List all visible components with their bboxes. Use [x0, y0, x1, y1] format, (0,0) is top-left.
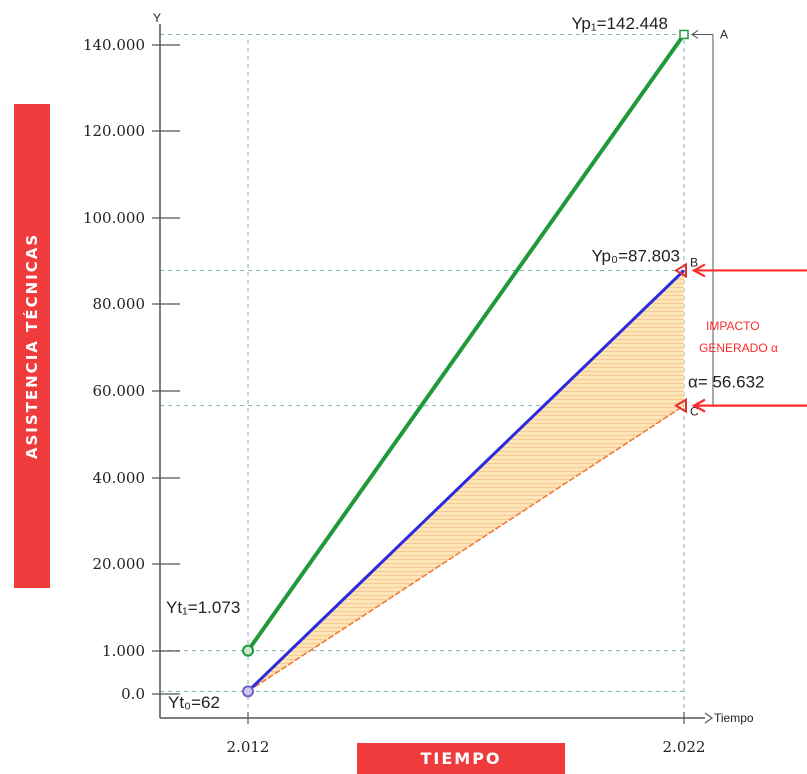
bracket-top-arrowhead [691, 30, 699, 39]
y-tick-label: 60.000 [93, 382, 146, 400]
label-alpha: α= 56.632 [688, 373, 764, 392]
series-line-yp0 [246, 269, 686, 693]
y-tick-label: 80.000 [93, 295, 146, 313]
y-tick-label: 100.000 [83, 209, 145, 227]
label-yt1: Yt₁=1.073 [166, 598, 240, 617]
point-yp0 [674, 262, 687, 279]
point-yp1 [679, 29, 689, 40]
marker-a: A [720, 27, 728, 41]
y-tick-label: 1.000 [102, 642, 145, 660]
y-tick-label: 40.000 [93, 469, 146, 487]
x-axis-name: Tiempo [714, 711, 754, 725]
y-tick-label: 120.000 [83, 122, 145, 140]
marker-c: C [690, 405, 699, 419]
y-axis-letter: Y [153, 11, 161, 25]
y-axis-label-box: ASISTENCIA TÉCNICAS [14, 104, 50, 588]
y-tick-label: 140.000 [83, 36, 145, 54]
label-yt0: Yt₀=62 [168, 693, 220, 712]
label-yp1: Yp₁=142.448 [571, 14, 668, 33]
marker-b: B [690, 255, 698, 269]
point-yt0 [242, 685, 254, 698]
series-line-alpha [247, 404, 685, 693]
x-axis-arrow [704, 712, 714, 724]
series-line-yp1 [246, 33, 686, 652]
x-axis-label-box: TIEMPO [357, 743, 565, 774]
label-impact-line2: GENERADO α [699, 341, 778, 355]
impact-arrowhead-bottom [691, 398, 706, 413]
label-yp0: Yp₀=87.803 [591, 246, 680, 265]
y-tick-label: 0.0 [121, 685, 145, 703]
label-impact-line1: IMPACTO [706, 319, 760, 333]
point-alpha [674, 397, 687, 414]
x-tick-label: 2.022 [663, 738, 706, 756]
point-yt1 [242, 644, 254, 657]
y-tick-label: 20.000 [93, 555, 146, 573]
x-tick-label: 2.012 [227, 738, 270, 756]
x-axis-label: TIEMPO [420, 749, 502, 768]
impact-arrowhead-top [691, 263, 706, 278]
